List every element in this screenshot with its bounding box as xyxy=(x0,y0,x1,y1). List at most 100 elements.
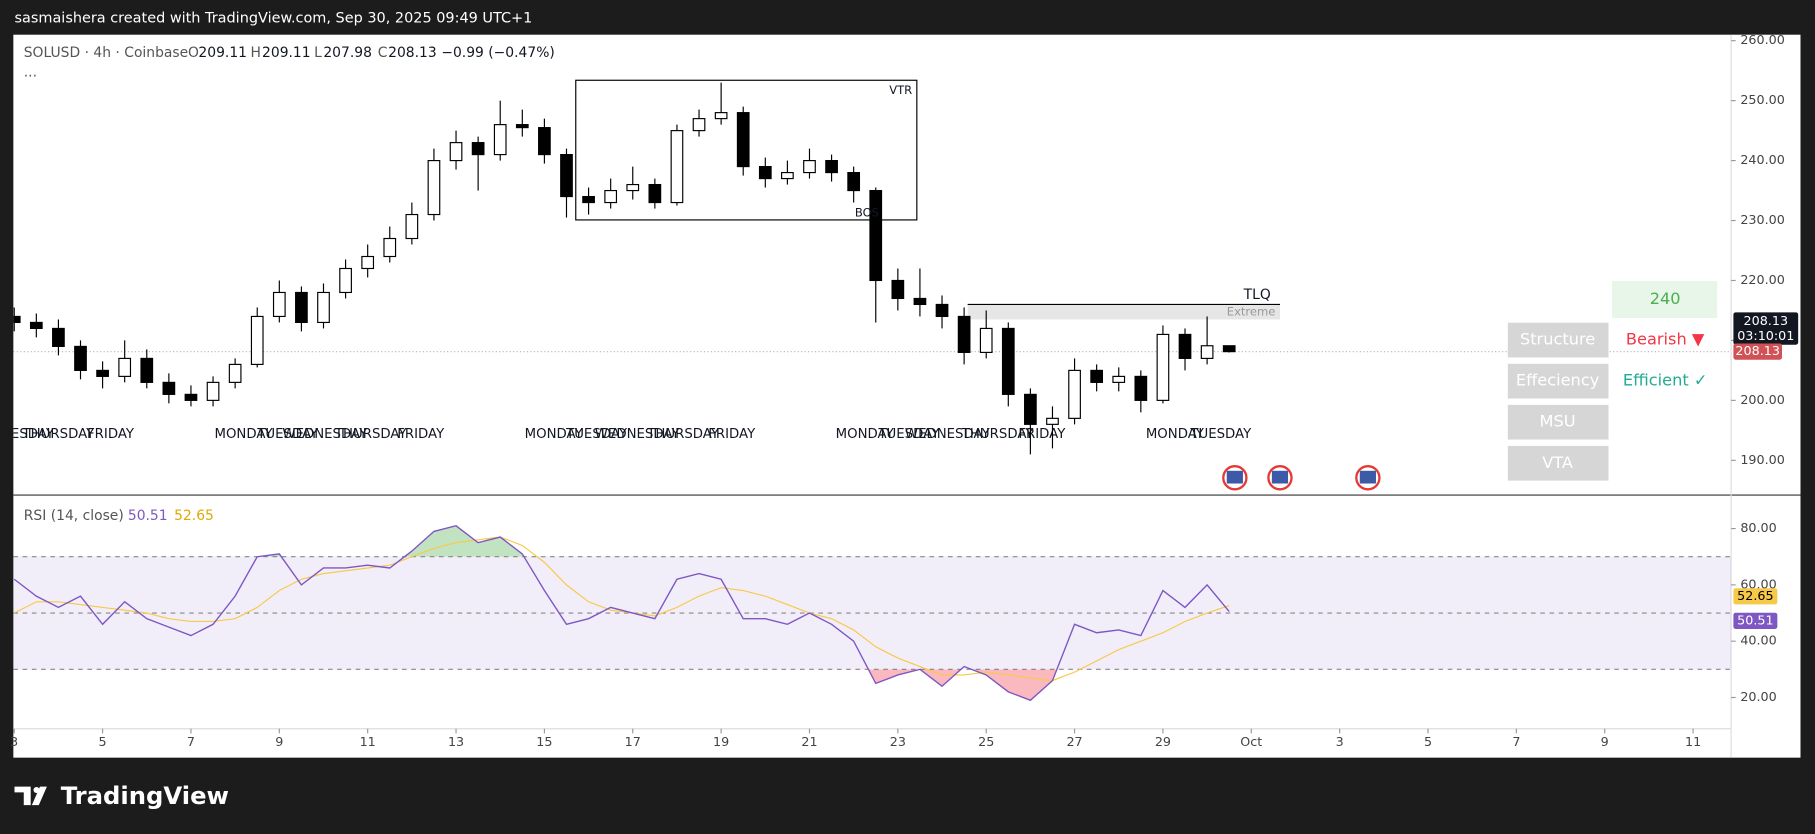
rsi-line xyxy=(13,525,1230,702)
vtr-box xyxy=(575,79,918,221)
candle-body xyxy=(847,171,861,192)
ohlc-value: 209.11 xyxy=(198,45,247,61)
x-tick-label: 25 xyxy=(978,734,994,749)
candle-body xyxy=(869,189,883,282)
candle-body xyxy=(1001,327,1015,395)
x-tick-label: 11 xyxy=(1685,734,1701,749)
candle-body xyxy=(560,154,573,198)
price-badge-value: 208.13 xyxy=(1744,313,1789,328)
ohlc-letter: L xyxy=(314,45,322,61)
panel-label: Effeciency xyxy=(1516,371,1600,390)
session-label: FRIDAY xyxy=(708,427,756,442)
rsi-badge-value: 50.51 xyxy=(1737,612,1773,627)
x-tick-label: 9 xyxy=(275,734,283,749)
candle-body xyxy=(891,279,905,300)
ohlc-letter: H xyxy=(250,45,260,61)
y-tick-label: 20.00 xyxy=(1740,689,1776,704)
panel-status: Bearish ▼ xyxy=(1626,330,1705,349)
candle-body xyxy=(515,124,529,129)
rsi-ma-value: 52.65 xyxy=(174,508,214,524)
session-label: MONDAY xyxy=(836,427,895,442)
logo-text: TradingView xyxy=(61,781,229,810)
candle-body xyxy=(714,112,728,120)
panel-label: MSU xyxy=(1540,412,1576,431)
rsi-badge-value: 52.65 xyxy=(1737,588,1773,603)
candle-body xyxy=(825,160,838,174)
x-tick-label: 5 xyxy=(1424,734,1432,749)
x-tick-label: 3 xyxy=(10,734,18,749)
candle-body xyxy=(250,315,264,365)
candle-body xyxy=(1090,369,1104,383)
candle-body xyxy=(162,381,176,395)
candle-body xyxy=(803,160,816,174)
y-tick-label: 80.00 xyxy=(1740,520,1776,535)
event-flags xyxy=(1222,465,1381,491)
vtr-label: VTR xyxy=(889,83,912,97)
ohlc-value: 207.98 xyxy=(323,45,372,61)
candle-body xyxy=(935,303,949,318)
panel-label: Structure xyxy=(1520,330,1595,349)
ohlc-letter: C xyxy=(378,45,388,61)
symbol: SOLUSD · 4h · Coinbase xyxy=(24,45,188,61)
logo: TradingView xyxy=(14,781,229,810)
ohlc-value: 209.11 xyxy=(262,45,311,61)
candle-body xyxy=(913,297,927,306)
rsi-title: RSI (14, close) xyxy=(24,508,124,524)
y-tick-label: 260.00 xyxy=(1740,32,1785,47)
x-tick-label: 23 xyxy=(890,734,906,749)
candle-body xyxy=(1068,369,1081,419)
candle-body xyxy=(361,255,375,270)
candle-body xyxy=(1112,375,1126,383)
session-label: MONDAY xyxy=(1146,427,1205,442)
candle-body xyxy=(96,369,109,377)
y-tick-label: 200.00 xyxy=(1740,392,1785,407)
candle-body xyxy=(692,118,706,132)
session-label: MONDAY xyxy=(525,427,584,442)
session-label: THURSDAY xyxy=(22,427,96,442)
candle-body xyxy=(1134,375,1148,401)
candle-body xyxy=(295,291,308,324)
y-tick-label: 240.00 xyxy=(1740,152,1785,167)
rsi-zone-fill xyxy=(868,669,1057,701)
candle-body xyxy=(427,160,441,216)
candle-body xyxy=(957,315,971,353)
candle-body xyxy=(140,357,154,383)
candle-body xyxy=(74,345,87,371)
rsi-zone-fill xyxy=(257,525,525,557)
candle-body xyxy=(736,112,750,168)
x-tick-label: 17 xyxy=(625,734,641,749)
candle-body xyxy=(228,363,242,383)
y-tick-label: 220.00 xyxy=(1740,272,1785,287)
candle-body xyxy=(449,142,463,162)
session-label: WEDNESDAY xyxy=(905,427,991,442)
x-tick-label: 29 xyxy=(1155,734,1171,749)
ohlc-change: −0.99 (−0.47%) xyxy=(441,45,554,61)
rsi-badge xyxy=(1733,612,1778,629)
x-tick-label: 9 xyxy=(1601,734,1609,749)
session-label: NESDAY xyxy=(1,427,55,442)
panel-label-cell xyxy=(1507,363,1609,399)
panel-label: VTA xyxy=(1542,453,1573,472)
target-value: 240 xyxy=(1650,289,1681,308)
y-tick-label: 250.00 xyxy=(1740,92,1785,107)
candle-body xyxy=(118,357,132,377)
session-label: TUESDAY xyxy=(256,427,319,442)
candle-body xyxy=(13,315,21,324)
candle-body xyxy=(626,183,640,192)
candle-body xyxy=(184,393,198,401)
zone-label: Extreme xyxy=(1227,304,1276,318)
legend-more: ··· xyxy=(24,68,37,84)
candle-body xyxy=(1024,393,1037,425)
candle-body xyxy=(339,267,352,294)
panel-status: Efficient ✓ xyxy=(1623,371,1708,390)
header-credit: sasmaishera created with TradingView.com… xyxy=(15,11,533,27)
candle-body xyxy=(52,327,65,347)
candle-body xyxy=(648,183,662,204)
candle-body xyxy=(272,291,286,318)
candle-body xyxy=(405,213,419,240)
x-tick-label: 11 xyxy=(360,734,376,749)
session-label: FRIDAY xyxy=(1018,427,1066,442)
session-label: FRIDAY xyxy=(87,427,135,442)
